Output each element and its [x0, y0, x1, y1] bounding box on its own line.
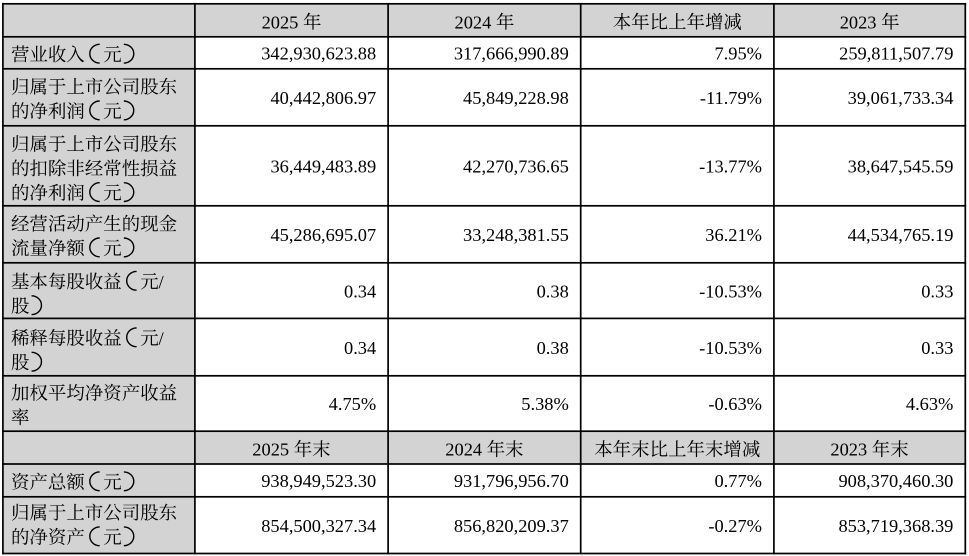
- svg-text:5.38%: 5.38%: [521, 394, 569, 414]
- svg-text:342,930,623.88: 342,930,623.88: [261, 44, 376, 64]
- svg-text:36.21%: 36.21%: [705, 225, 762, 245]
- svg-text:36,449,483.89: 36,449,483.89: [270, 157, 376, 177]
- svg-text:317,666,990.89: 317,666,990.89: [454, 44, 569, 64]
- svg-text:38,647,545.59: 38,647,545.59: [848, 157, 954, 177]
- svg-text:-0.63%: -0.63%: [708, 394, 762, 414]
- svg-text:0.38: 0.38: [537, 338, 569, 358]
- svg-text:4.63%: 4.63%: [906, 394, 954, 414]
- svg-text:0.77%: 0.77%: [714, 471, 762, 491]
- svg-text:0.33: 0.33: [921, 338, 953, 358]
- svg-text:45,286,695.07: 45,286,695.07: [270, 225, 376, 245]
- svg-text:2025: 2025: [262, 12, 299, 32]
- svg-text:931,796,956.70: 931,796,956.70: [454, 471, 569, 491]
- svg-text:0.38: 0.38: [537, 281, 569, 301]
- svg-text:2023: 2023: [830, 440, 867, 460]
- svg-text:45,849,228.98: 45,849,228.98: [463, 88, 569, 108]
- svg-text:908,370,460.30: 908,370,460.30: [838, 471, 953, 491]
- svg-text:44,534,765.19: 44,534,765.19: [848, 225, 954, 245]
- svg-text:938,949,523.30: 938,949,523.30: [261, 471, 376, 491]
- svg-text:7.95%: 7.95%: [714, 44, 762, 64]
- svg-text:2024: 2024: [445, 440, 482, 460]
- svg-text:259,811,507.79: 259,811,507.79: [839, 44, 953, 64]
- svg-text:42,270,736.65: 42,270,736.65: [463, 157, 569, 177]
- svg-text:-0.27%: -0.27%: [708, 516, 762, 536]
- svg-text:-10.53%: -10.53%: [699, 281, 762, 301]
- svg-text:0.34: 0.34: [344, 281, 376, 301]
- svg-text:856,820,209.37: 856,820,209.37: [454, 516, 569, 536]
- svg-text:2025: 2025: [252, 440, 289, 460]
- svg-text:33,248,381.55: 33,248,381.55: [463, 225, 569, 245]
- svg-text:40,442,806.97: 40,442,806.97: [270, 88, 376, 108]
- svg-text:2023: 2023: [840, 12, 877, 32]
- svg-text:854,500,327.34: 854,500,327.34: [261, 516, 376, 536]
- svg-text:39,061,733.34: 39,061,733.34: [848, 88, 954, 108]
- svg-text:-11.79%: -11.79%: [700, 88, 762, 108]
- svg-text:-13.77%: -13.77%: [699, 157, 762, 177]
- svg-text:-10.53%: -10.53%: [699, 338, 762, 358]
- svg-text:0.34: 0.34: [344, 338, 376, 358]
- svg-text:2024: 2024: [455, 12, 492, 32]
- svg-text:4.75%: 4.75%: [329, 394, 377, 414]
- svg-text:853,719,368.39: 853,719,368.39: [838, 516, 953, 536]
- svg-text:0.33: 0.33: [921, 281, 953, 301]
